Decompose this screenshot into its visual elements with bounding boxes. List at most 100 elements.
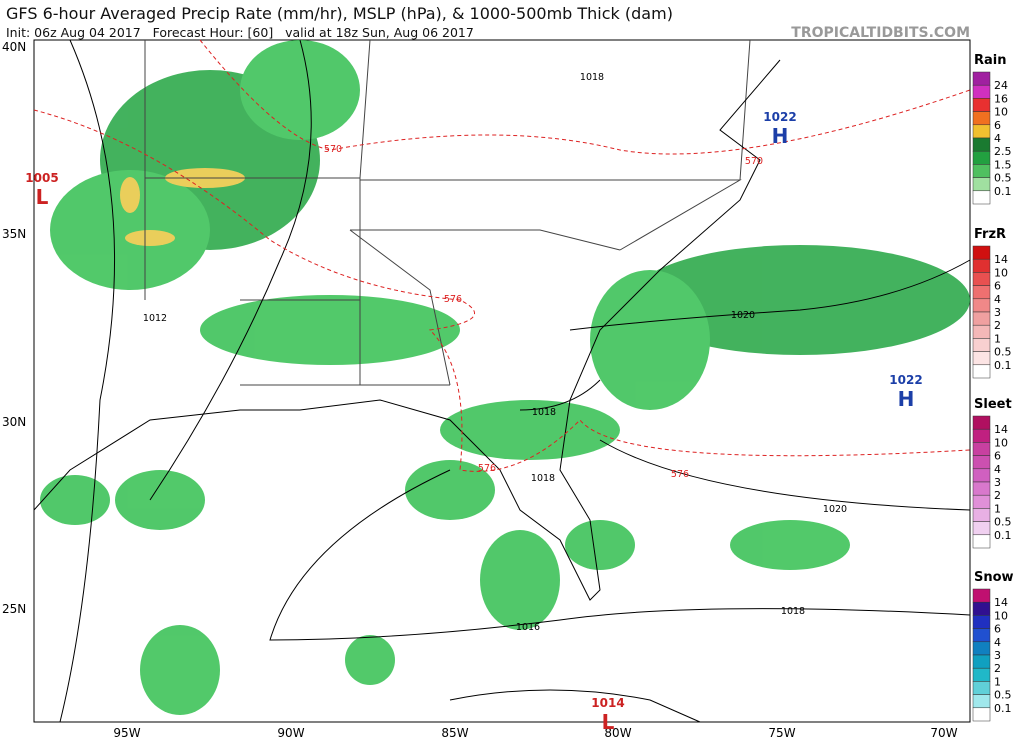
legend-swatch xyxy=(972,190,991,205)
legend-swatch xyxy=(972,272,991,286)
legend-swatch xyxy=(972,137,991,152)
map-labels: 40N 35N 30N 25N 95W 90W 85W 80W 75W 70W 1018 1012 10… xyxy=(2,40,958,740)
thickness-label: 576 xyxy=(671,469,689,480)
legend-swatch xyxy=(972,338,991,352)
precip xyxy=(40,40,970,715)
isobars xyxy=(59,39,971,723)
legend-label: 0.1 xyxy=(994,529,1012,542)
legend-label: 10 xyxy=(994,106,1008,119)
lat-label: 30N xyxy=(2,415,26,429)
legend-swatch xyxy=(972,298,991,313)
legend-swatch xyxy=(972,84,991,99)
legend-swatch xyxy=(972,667,991,682)
legend-label: 2.5 xyxy=(994,145,1012,158)
isobar-label: 1018 xyxy=(580,72,604,83)
legend-label: 24 xyxy=(994,79,1008,92)
thickness-lines xyxy=(33,39,971,472)
legend-swatch xyxy=(972,415,991,430)
legend-label: 1 xyxy=(994,332,1001,345)
legend-swatch xyxy=(972,150,991,165)
legend-label: 0.1 xyxy=(994,359,1012,372)
legend-title: FrzR xyxy=(974,227,1006,242)
legend-swatch xyxy=(972,694,991,709)
lat-label: 25N xyxy=(2,602,26,616)
legend-swatch xyxy=(972,468,991,483)
thickness-label: 570 xyxy=(745,156,763,167)
thickness-label: 576 xyxy=(478,463,496,474)
legend-swatch xyxy=(972,164,991,178)
legend-label: 0.5 xyxy=(994,516,1012,529)
lat-label: 40N xyxy=(2,40,26,54)
legend-swatch xyxy=(972,681,991,695)
title: GFS 6-hour Averaged Precip Rate (mm/hr),… xyxy=(6,4,673,23)
legend-label: 2 xyxy=(994,319,1001,332)
legend-label: 6 xyxy=(994,280,1001,293)
legend-swatch xyxy=(972,494,991,509)
lon-label: 95W xyxy=(113,726,140,740)
pressure-value: 1022 xyxy=(763,110,796,124)
legend-label: 1 xyxy=(994,675,1001,688)
pressure-value: 1014 xyxy=(591,696,624,710)
legend-label: 14 xyxy=(994,253,1008,266)
legend-label: 16 xyxy=(994,92,1008,105)
lon-label: 70W xyxy=(930,726,957,740)
thickness-label: 570 xyxy=(324,144,342,155)
legend-swatch xyxy=(972,258,991,273)
pressure-symbol: L xyxy=(36,185,49,209)
pressure-value: 1022 xyxy=(889,373,922,387)
legend-label: 1.5 xyxy=(994,158,1012,171)
lon-label: 85W xyxy=(441,726,468,740)
legend-label: 4 xyxy=(994,293,1001,306)
isobar-label: 1020 xyxy=(823,504,847,515)
legend-swatch xyxy=(972,351,991,366)
legend-label: 4 xyxy=(994,463,1001,476)
thickness-label: 576 xyxy=(444,294,462,305)
isobar-label: 1020 xyxy=(731,310,755,321)
legend-swatch xyxy=(972,442,991,456)
pressure-symbol: L xyxy=(602,710,615,734)
legend-swatch xyxy=(972,71,991,86)
legend: Rain241610642.51.50.50.1FrzR1410643210.5… xyxy=(972,53,1014,722)
legend-swatch xyxy=(972,455,991,470)
legend-swatch xyxy=(972,588,991,603)
legend-swatch xyxy=(972,111,991,126)
legend-label: 10 xyxy=(994,266,1008,279)
legend-swatch xyxy=(972,364,991,379)
isobar-label: 1012 xyxy=(143,313,167,324)
legend-swatch xyxy=(972,428,991,443)
legend-label: 10 xyxy=(994,609,1008,622)
legend-label: 4 xyxy=(994,132,1001,145)
legend-swatch xyxy=(972,324,991,339)
legend-swatch xyxy=(972,615,991,629)
legend-title: Sleet xyxy=(974,397,1012,412)
lon-label: 90W xyxy=(277,726,304,740)
legend-label: 14 xyxy=(994,423,1008,436)
legend-swatch xyxy=(972,641,991,656)
legend-label: 2 xyxy=(994,662,1001,675)
legend-label: 3 xyxy=(994,649,1001,662)
legend-label: 3 xyxy=(994,476,1001,489)
pressure-symbol: H xyxy=(772,124,789,148)
legend-swatch xyxy=(972,311,991,326)
legend-title: Rain xyxy=(974,53,1007,68)
legend-label: 1 xyxy=(994,502,1001,515)
legend-swatch xyxy=(972,707,991,722)
legend-label: 14 xyxy=(994,596,1008,609)
legend-swatch xyxy=(972,521,991,536)
legend-swatch xyxy=(972,508,991,522)
legend-swatch xyxy=(972,98,991,112)
lat-label: 35N xyxy=(2,227,26,241)
legend-label: 0.1 xyxy=(994,185,1012,198)
legend-label: 0.5 xyxy=(994,689,1012,702)
legend-swatch xyxy=(972,534,991,549)
lon-label: 75W xyxy=(768,726,795,740)
legend-label: 3 xyxy=(994,306,1001,319)
legend-label: 10 xyxy=(994,436,1008,449)
lon-label: 80W xyxy=(604,726,631,740)
legend-title: Snow xyxy=(974,570,1014,585)
legend-swatch xyxy=(972,285,991,300)
pressure-symbol: H xyxy=(898,387,915,411)
legend-swatch xyxy=(972,628,991,643)
